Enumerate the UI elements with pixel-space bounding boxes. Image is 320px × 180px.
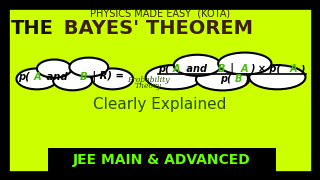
Ellipse shape	[218, 53, 271, 75]
Text: A: A	[241, 64, 248, 74]
Text: JEE MAIN & ADVANCED: JEE MAIN & ADVANCED	[73, 153, 251, 167]
Text: Probability: Probability	[127, 76, 169, 84]
Ellipse shape	[53, 71, 92, 90]
Text: p(: p(	[158, 64, 170, 74]
Text: |: |	[227, 64, 238, 75]
Ellipse shape	[69, 58, 108, 77]
Text: A: A	[33, 72, 41, 82]
Text: ): )	[244, 74, 249, 84]
Ellipse shape	[174, 55, 221, 76]
Text: B: B	[218, 64, 225, 74]
Text: THE: THE	[11, 19, 54, 37]
Text: Clearly Explained: Clearly Explained	[93, 96, 227, 111]
Text: BAYES' THEOREM: BAYES' THEOREM	[57, 19, 253, 37]
Ellipse shape	[196, 68, 249, 90]
Ellipse shape	[146, 65, 202, 89]
Text: p(: p(	[220, 74, 231, 84]
Text: p(: p(	[18, 72, 30, 82]
Text: Theory: Theory	[134, 82, 162, 90]
Ellipse shape	[37, 60, 72, 78]
FancyBboxPatch shape	[48, 148, 276, 172]
Text: A: A	[290, 64, 298, 74]
Text: | R) =: | R) =	[89, 71, 124, 82]
Text: and: and	[43, 72, 71, 82]
Ellipse shape	[16, 68, 58, 89]
Text: B: B	[79, 72, 87, 82]
Ellipse shape	[249, 65, 306, 89]
Text: ) × p(: ) × p(	[250, 64, 281, 74]
Text: B: B	[235, 74, 242, 84]
Ellipse shape	[92, 68, 133, 89]
Text: PHYSICS MADE EASY  (KOTA): PHYSICS MADE EASY (KOTA)	[90, 9, 230, 19]
Text: A: A	[173, 64, 180, 74]
Text: and: and	[182, 64, 210, 74]
Text: ): )	[300, 64, 304, 74]
